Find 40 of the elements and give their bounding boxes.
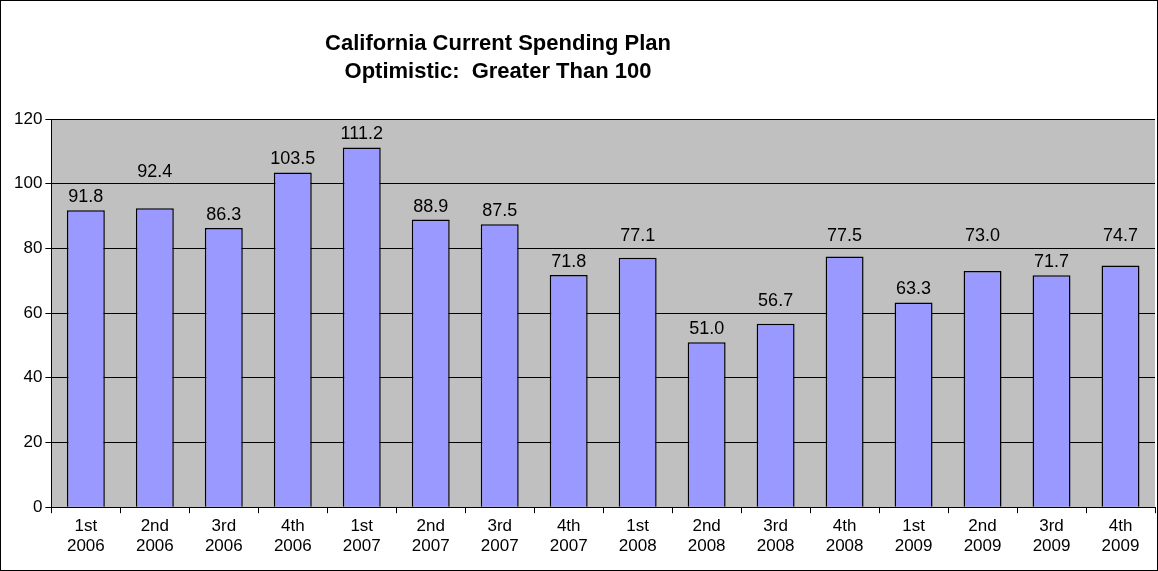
data-label: 73.0 <box>965 225 1001 246</box>
x-tick-label: 1st 2009 <box>894 516 933 556</box>
x-tick-label: 1st 2008 <box>618 516 657 556</box>
y-tick-label: 0 <box>32 496 43 516</box>
x-tick-label: 4th 2008 <box>825 516 864 556</box>
chart-title: California Current Spending Plan Optimistic: Greater Than 100 <box>324 29 672 85</box>
x-tick-label: 4th 2007 <box>549 516 588 556</box>
x-tick-label: 3rd 2008 <box>756 516 795 556</box>
y-tick-label: 120 <box>13 108 43 128</box>
x-tick-label: 3rd 2007 <box>480 516 519 556</box>
data-label: 77.1 <box>620 225 656 246</box>
x-tick-label: 2nd 2006 <box>135 516 174 556</box>
x-tick-label: 2nd 2008 <box>687 516 726 556</box>
x-tick-label: 3rd 2009 <box>1032 516 1071 556</box>
data-label: 111.2 <box>340 123 383 144</box>
x-tick-label: 2nd 2007 <box>411 516 450 556</box>
data-label: 51.0 <box>689 318 725 339</box>
y-tick-label: 60 <box>23 302 43 322</box>
x-tick-label: 4th 2006 <box>273 516 312 556</box>
x-tick-label: 1st 2007 <box>342 516 381 556</box>
x-tick-label: 1st 2006 <box>66 516 105 556</box>
data-label: 63.3 <box>896 278 932 299</box>
data-label: 56.7 <box>758 290 794 311</box>
data-label: 71.8 <box>551 250 587 271</box>
data-label: 86.3 <box>206 203 242 224</box>
y-tick-label: 40 <box>23 367 43 387</box>
y-tick-label: 80 <box>23 238 43 258</box>
data-label: 87.5 <box>482 200 518 221</box>
data-label: 74.7 <box>1102 225 1139 246</box>
x-tick-label: 2nd 2009 <box>963 516 1002 556</box>
x-tick-label: 3rd 2006 <box>204 516 243 556</box>
data-label: 103.5 <box>270 148 316 169</box>
data-label: 91.8 <box>68 186 104 207</box>
y-tick-label: 100 <box>13 173 43 193</box>
data-label: 92.4 <box>137 160 173 181</box>
x-tick-label: 4th 2009 <box>1101 516 1140 556</box>
data-label: 71.7 <box>1034 251 1070 272</box>
data-label: 88.9 <box>413 195 449 216</box>
y-tick-label: 20 <box>23 432 43 452</box>
data-label: 77.5 <box>827 225 863 246</box>
